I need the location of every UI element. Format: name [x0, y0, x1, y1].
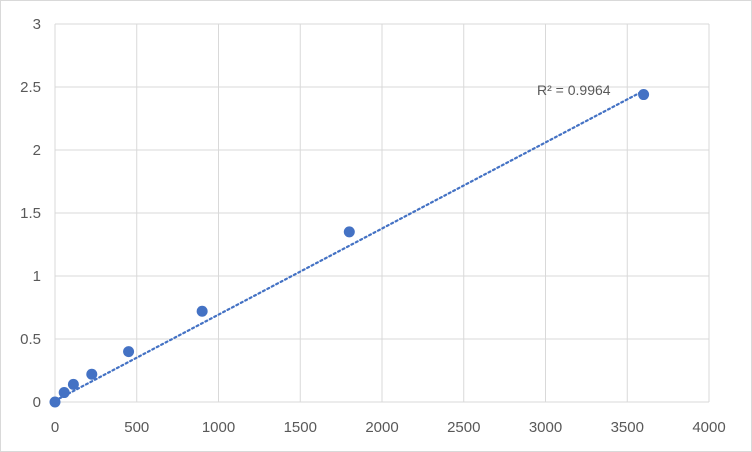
- y-axis-ticks: 0 0.5 1 1.5 2 2.5 3: [20, 16, 41, 411]
- y-tick-label: 1.5: [20, 205, 41, 222]
- x-tick-label: 1500: [284, 419, 317, 436]
- y-tick-label: 0.5: [20, 331, 41, 348]
- x-tick-label: 0: [51, 419, 59, 436]
- y-tick-label: 2: [33, 142, 41, 159]
- y-tick-label: 1: [33, 268, 41, 285]
- data-points: [49, 89, 650, 408]
- r-squared-label: R² = 0.9964: [537, 82, 611, 98]
- x-tick-label: 1000: [202, 419, 235, 436]
- data-point: [49, 396, 61, 408]
- data-point: [86, 368, 98, 380]
- data-point: [123, 346, 135, 358]
- x-tick-label: 4000: [692, 419, 725, 436]
- data-point: [196, 305, 208, 317]
- gridlines: [54, 23, 710, 403]
- x-axis-ticks: 0 500 1000 1500 2000 2500 3000 3500 4000: [51, 419, 726, 436]
- linear-trendline: [53, 89, 645, 402]
- y-tick-label: 0: [33, 394, 41, 411]
- x-tick-label: 3500: [611, 419, 644, 436]
- x-tick-label: 2000: [365, 419, 398, 436]
- data-point: [58, 387, 70, 399]
- data-point: [638, 89, 650, 101]
- trendline: [53, 89, 645, 402]
- data-point: [343, 226, 355, 238]
- y-tick-label: 2.5: [20, 79, 41, 96]
- y-tick-label: 3: [33, 16, 41, 33]
- data-point: [67, 378, 79, 390]
- x-tick-label: 2500: [447, 419, 480, 436]
- x-tick-label: 500: [124, 419, 149, 436]
- x-tick-label: 3000: [529, 419, 562, 436]
